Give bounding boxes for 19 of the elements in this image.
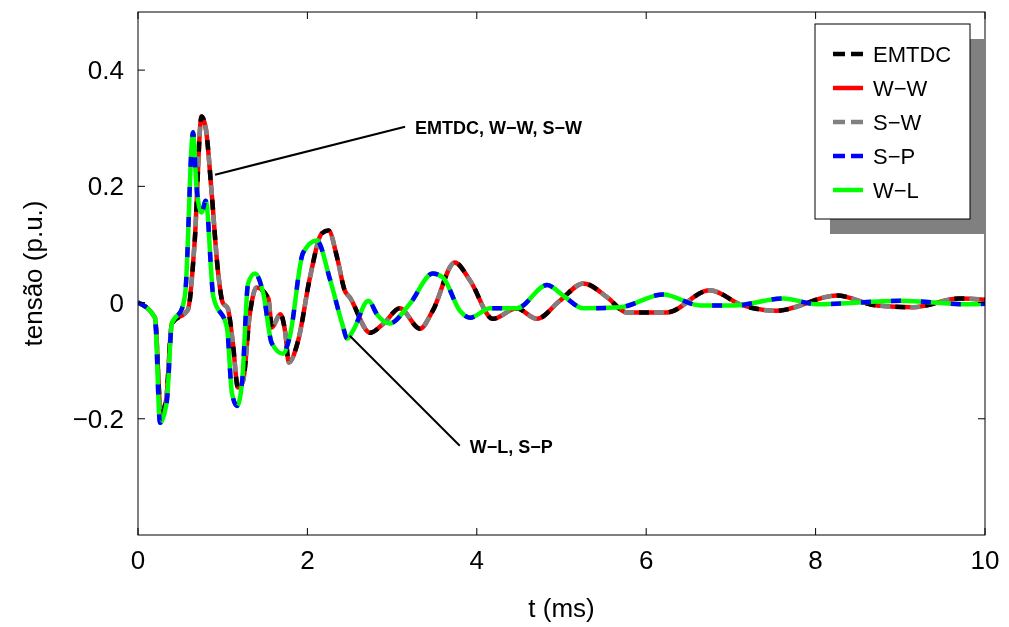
x-tick-label: 0 <box>130 545 146 575</box>
x-axis-title: t (ms) <box>528 593 595 623</box>
y-tick-label: −0.2 <box>72 403 124 434</box>
legend-label: W−L <box>873 178 919 203</box>
y-tick-label: 0.2 <box>87 171 124 202</box>
y-tick-label: 0.4 <box>87 55 124 86</box>
x-tick-label: 6 <box>638 545 654 575</box>
y-axis-title: tensão (p.u.) <box>18 200 48 347</box>
legend-label: EMTDC <box>873 42 952 67</box>
annotation: EMTDC, W−W, S−W <box>415 117 583 138</box>
legend-label: S−W <box>873 110 922 135</box>
x-tick-label: 4 <box>469 545 485 575</box>
y-tick-label: 0 <box>109 287 124 318</box>
legend-label: W−W <box>873 76 928 101</box>
x-tick-label: 10 <box>970 545 1000 575</box>
x-tick-label: 8 <box>808 545 823 575</box>
annotation: W−L, S−P <box>469 436 553 457</box>
x-tick-label: 2 <box>300 545 315 575</box>
legend-label: S−P <box>873 144 916 169</box>
